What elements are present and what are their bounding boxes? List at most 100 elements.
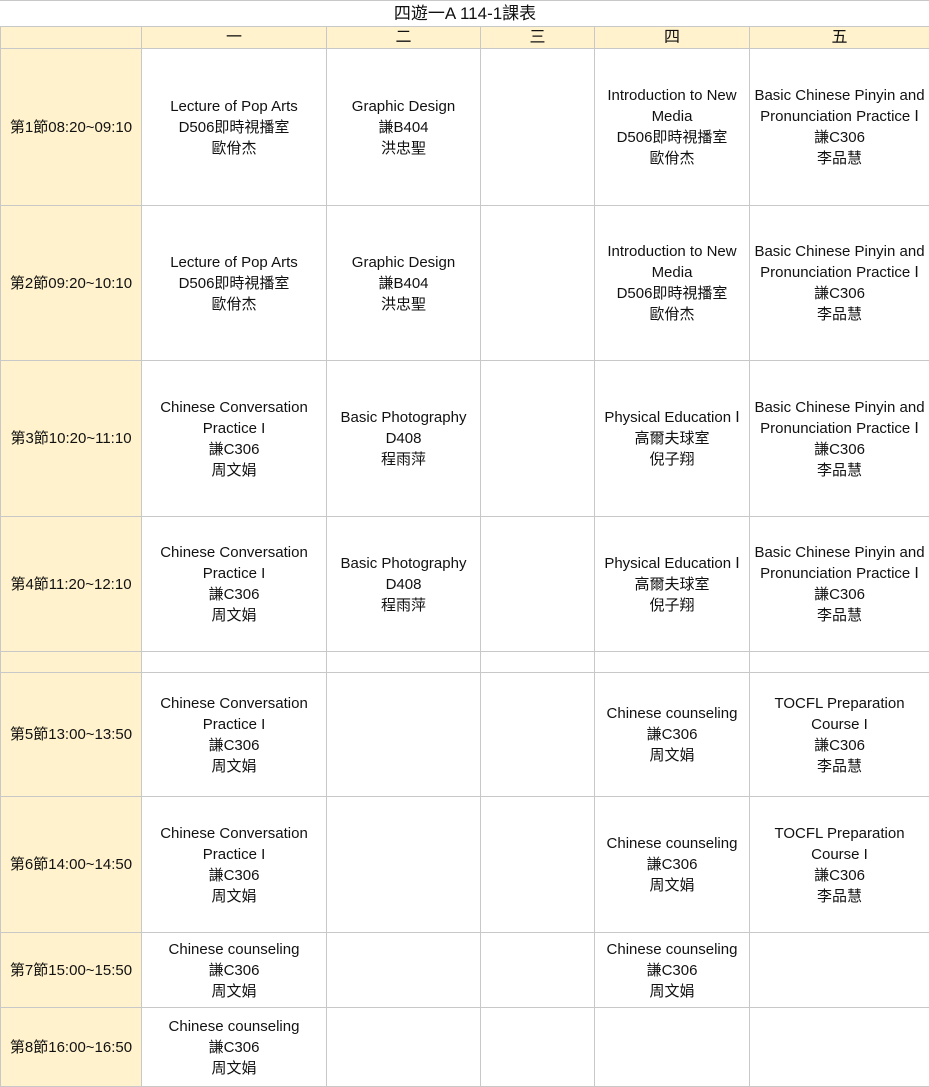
course-name: Basic Chinese Pinyin and Pronunciation P… xyxy=(754,243,925,281)
course-room: 謙B404 xyxy=(378,118,429,136)
course-cell: Introduction to New Media D506即時視播室 歐佾杰 xyxy=(594,205,750,361)
course-name: Chinese counseling xyxy=(606,940,738,958)
course-room: D506即時視播室 xyxy=(616,285,728,302)
corner-cell xyxy=(0,26,142,49)
course-cell: Physical Education Ⅰ 高爾夫球室倪子翔 xyxy=(594,516,750,652)
course-teacher: 程雨萍 xyxy=(380,451,426,468)
empty-cell xyxy=(480,48,595,206)
course-teacher: 周文娟 xyxy=(649,982,695,1000)
period-label: 第6節14:00~14:50 xyxy=(0,796,142,933)
course-name: Introduction to New Media xyxy=(607,87,737,125)
course-teacher: 周文娟 xyxy=(211,887,257,905)
period-row: 第4節11:20~12:10 Chinese Conversation Pract… xyxy=(0,516,929,652)
course-teacher: 歐佾杰 xyxy=(211,139,257,157)
empty-cell xyxy=(141,651,327,673)
course-cell: Basic Chinese Pinyin and Pronunciation P… xyxy=(748,516,929,652)
empty-cell xyxy=(748,651,929,673)
course-name: Chinese Conversation Practice I xyxy=(160,824,308,863)
course-room: 謙C306 xyxy=(208,866,260,884)
period-label: 第3節10:20~11:10 xyxy=(0,360,142,517)
course-cell: TOCFL Preparation Course I 謙C306 李品慧 xyxy=(748,672,929,797)
course-name: Graphic Design xyxy=(351,253,456,271)
course-room: 謙C306 xyxy=(814,736,865,754)
empty-cell xyxy=(326,651,481,673)
course-name: Basic Chinese Pinyin and Pronunciation P… xyxy=(754,544,925,582)
empty-cell xyxy=(326,672,481,797)
course-name: TOCFL Preparation Course I xyxy=(774,694,905,733)
course-teacher: 李品慧 xyxy=(817,607,863,624)
course-name: Introduction to New Media xyxy=(607,243,737,281)
course-teacher: 洪忠聖 xyxy=(380,139,426,157)
course-teacher: 周文娟 xyxy=(649,877,695,894)
period-row: 第5節13:00~13:50 Chinese Conversation Pract… xyxy=(0,672,929,797)
course-room: 謙C306 xyxy=(814,285,865,302)
course-room: 謙B404 xyxy=(378,274,429,292)
page-title: 四遊一A 114-1課表 xyxy=(0,0,929,27)
period-row: 第1節08:20~09:10 Lecture of Pop Arts D506即時視… xyxy=(0,48,929,206)
course-name: Basic Photography xyxy=(340,554,467,572)
course-name: Chinese Conversation Practice I xyxy=(160,544,308,582)
empty-cell xyxy=(326,1007,481,1087)
course-teacher: 周文娟 xyxy=(211,461,257,479)
course-name: Physical Education Ⅰ xyxy=(604,409,740,426)
period-label: 第4節11:20~12:10 xyxy=(0,516,142,652)
period-row: 第8節16:00~16:50 Chinese counseling 謙C306 周文娟 xyxy=(0,1007,929,1087)
empty-cell xyxy=(480,516,595,652)
empty-cell xyxy=(480,796,595,933)
course-teacher: 程雨萍 xyxy=(380,596,426,614)
course-name: Chinese Conversation Practice I xyxy=(160,694,308,733)
course-name: Chinese counseling xyxy=(168,940,300,958)
course-teacher: 李品慧 xyxy=(817,887,863,905)
course-cell: Chinese counseling 謙C306 周文娟 xyxy=(141,1007,327,1087)
course-cell: Chinese counseling 謙C306 周文娟 xyxy=(594,932,750,1008)
course-name: Chinese counseling xyxy=(168,1017,300,1035)
empty-cell xyxy=(594,1007,750,1087)
empty-cell xyxy=(748,932,929,1008)
period-label: 第2節09:20~10:10 xyxy=(0,205,142,361)
course-teacher: 周文娟 xyxy=(211,757,257,775)
course-name: Graphic Design xyxy=(351,97,456,115)
course-cell: Introduction to New Media D506即時視播室 歐佾杰 xyxy=(594,48,750,206)
course-room: D408 xyxy=(385,575,422,593)
empty-cell xyxy=(326,932,481,1008)
course-teacher: 周文娟 xyxy=(211,607,257,624)
course-cell: Lecture of Pop Arts D506即時視播室 歐佾杰 xyxy=(141,48,327,206)
course-room: 高爾夫球室 xyxy=(634,575,710,593)
course-room: 謙C306 xyxy=(814,440,865,458)
course-teacher: 倪子翔 xyxy=(649,451,695,468)
period-label: 第7節15:00~15:50 xyxy=(0,932,142,1008)
course-room: 謙C306 xyxy=(646,961,698,979)
course-room: D408 xyxy=(385,430,422,447)
empty-cell xyxy=(480,205,595,361)
course-teacher: 李品慧 xyxy=(817,306,863,323)
course-name: Lecture of Pop Arts xyxy=(170,253,298,271)
day-header: 五 xyxy=(748,26,929,49)
course-teacher: 倪子翔 xyxy=(649,596,695,614)
day-header: 二 xyxy=(326,26,481,49)
course-teacher: 歐佾杰 xyxy=(649,306,695,323)
course-name: Chinese counseling xyxy=(606,835,738,852)
course-room: D506即時視播室 xyxy=(178,118,290,136)
period-label: 第1節08:20~09:10 xyxy=(0,48,142,206)
empty-cell xyxy=(594,651,750,673)
course-name: Basic Chinese Pinyin and Pronunciation P… xyxy=(754,398,925,437)
course-cell: Basic Photography D408 程雨萍 xyxy=(326,360,481,517)
course-room: 謙C306 xyxy=(208,961,260,979)
course-room: 謙C306 xyxy=(208,440,260,458)
course-teacher: 歐佾杰 xyxy=(649,150,695,167)
course-cell: Basic Chinese Pinyin and Pronunciation P… xyxy=(748,48,929,206)
period-row: 第2節09:20~10:10 Lecture of Pop Arts D506即時視… xyxy=(0,205,929,361)
course-room: 謙C306 xyxy=(208,586,260,603)
course-teacher: 李品慧 xyxy=(817,757,863,775)
course-teacher: 李品慧 xyxy=(817,461,863,479)
course-name: Physical Education Ⅰ xyxy=(604,554,740,572)
course-room: 謙C306 xyxy=(814,129,865,146)
course-room: 謙C306 xyxy=(646,726,698,743)
course-room: 高爾夫球室 xyxy=(634,430,710,447)
course-name: TOCFL Preparation Course I xyxy=(774,824,905,863)
course-teacher: 李品慧 xyxy=(817,150,863,167)
course-name: Chinese Conversation Practice I xyxy=(160,398,308,437)
course-cell: Chinese counseling 謙C306 周文娟 xyxy=(141,932,327,1008)
course-cell: Basic Chinese Pinyin and Pronunciation P… xyxy=(748,205,929,361)
period-row xyxy=(0,651,929,673)
